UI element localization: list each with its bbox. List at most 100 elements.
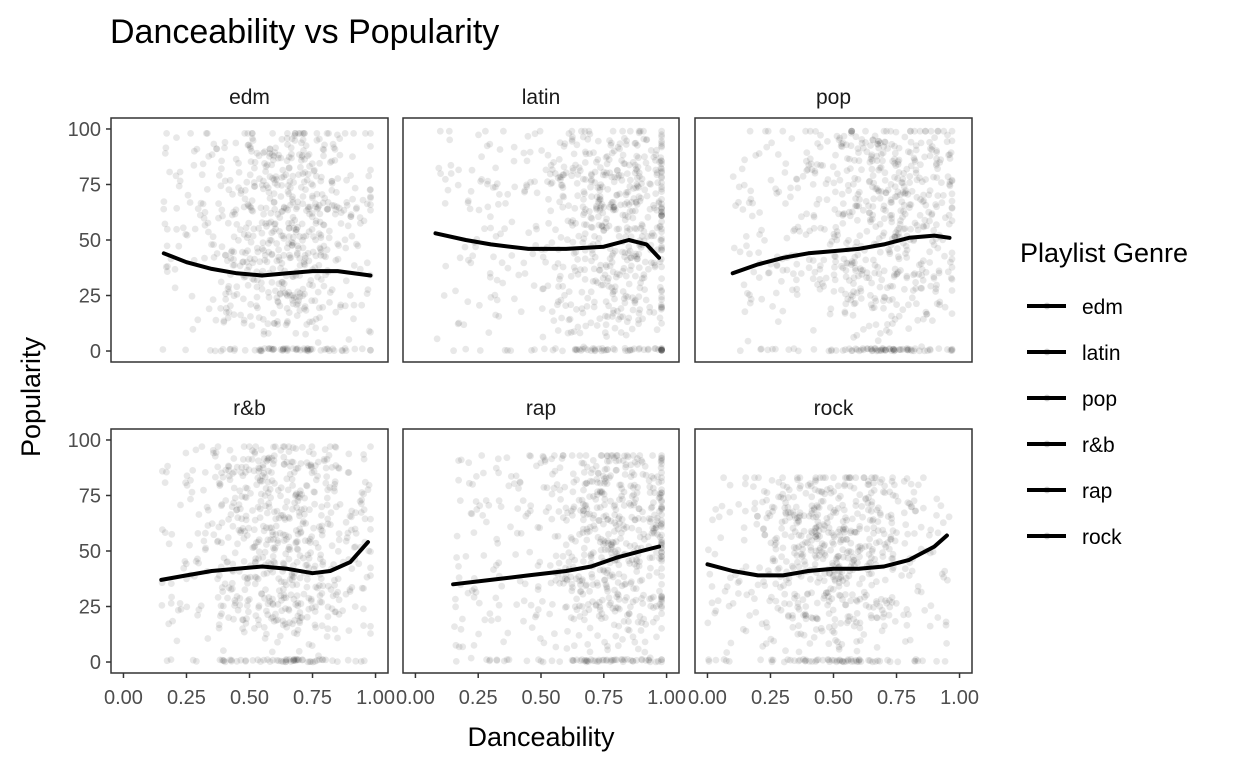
data-point [824,176,832,183]
data-point [889,527,897,535]
data-point [747,195,755,203]
data-point [847,142,855,150]
data-point [579,590,587,598]
data-point [276,290,284,298]
data-point [633,255,641,263]
data-point [227,248,235,256]
data-point [493,276,501,284]
data-point [301,346,309,354]
data-point [195,511,203,518]
data-point [860,474,868,482]
data-point [311,608,319,615]
data-point [879,553,887,560]
data-point [914,226,922,234]
data-point [906,201,914,209]
data-point [891,149,899,157]
data-point [933,657,940,665]
data-point [649,524,657,532]
data-point [275,657,283,665]
data-point [917,139,925,147]
data-point [579,529,587,536]
data-point [272,617,280,624]
data-point [851,299,859,307]
data-point [656,507,663,515]
data-point [904,346,912,354]
data-point [578,496,586,504]
data-point [583,221,590,229]
data-point [828,656,836,664]
data-point [855,157,863,165]
data-point [942,214,949,222]
data-point [560,193,568,201]
data-point [598,222,606,230]
data-point [793,291,801,298]
data-point [222,290,230,298]
data-point [351,603,359,610]
data-point [911,156,918,164]
data-point [220,657,228,665]
data-point [603,569,611,577]
data-point [622,580,629,588]
data-point [936,298,944,306]
data-point [629,484,637,491]
data-point [795,518,803,526]
data-point [850,484,858,492]
data-point [235,236,242,244]
data-point [889,491,897,499]
data-point [195,606,203,614]
data-point [640,346,648,354]
data-point [258,279,265,287]
data-point [943,138,951,146]
data-point [761,531,769,539]
data-point [360,217,368,225]
data-point [303,176,311,184]
data-point [842,514,849,521]
data-point [601,546,609,554]
data-point [282,321,290,329]
data-point [360,506,368,514]
data-point [237,656,245,664]
x-tick-label: 0.25 [751,687,790,709]
data-point [356,498,364,505]
data-point [331,443,339,450]
data-point [631,542,639,549]
data-point [853,331,861,339]
data-point [609,657,616,664]
data-point [583,505,591,513]
data-point [633,174,641,182]
data-point [503,454,511,462]
data-point [280,531,287,539]
data-point [227,586,235,593]
data-point [925,208,933,216]
data-point [865,481,873,488]
data-point [280,203,288,211]
data-point [824,601,831,609]
data-point [878,276,886,284]
data-point [296,552,304,560]
data-point [591,346,599,354]
data-point [601,576,608,584]
data-point [865,551,873,558]
data-point [815,546,823,554]
data-point [570,150,578,158]
data-point [882,543,890,551]
data-point [641,638,649,646]
data-point [751,505,758,513]
data-point [277,447,285,454]
data-point [559,514,567,521]
data-point [255,468,263,475]
data-point [821,570,829,577]
data-point [305,205,312,213]
data-point [631,638,639,646]
data-point [631,516,639,524]
data-point [604,346,611,354]
data-point [912,169,920,177]
data-point [652,521,660,529]
data-point [796,484,804,492]
data-point [944,131,951,139]
data-point [568,553,576,561]
data-point [320,455,328,463]
data-point [787,509,794,517]
data-point [298,491,306,498]
